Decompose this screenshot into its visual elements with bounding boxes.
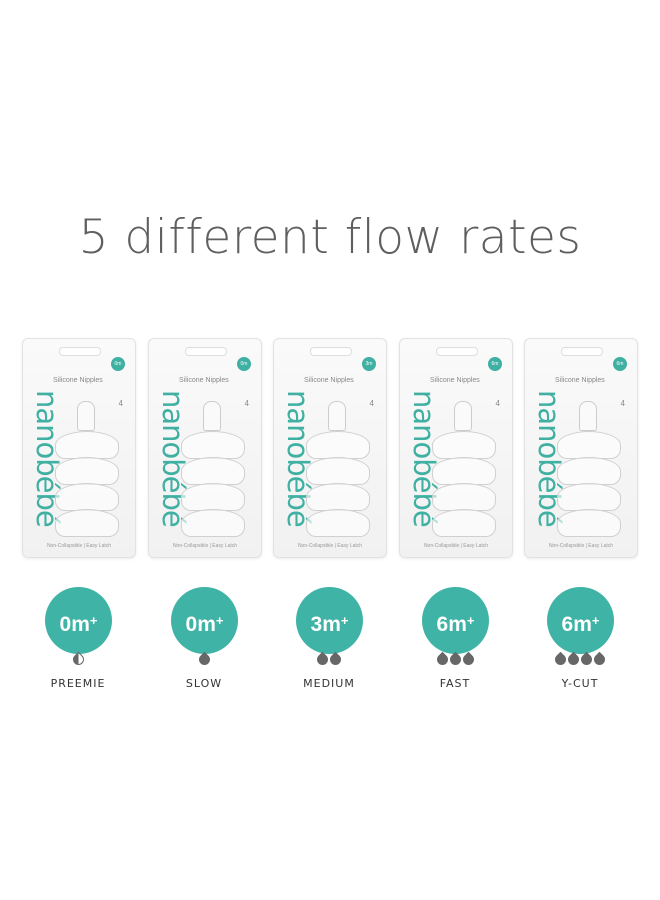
age-text: 6m (561, 613, 592, 636)
nipple-image (432, 431, 496, 459)
nipple-image (432, 457, 496, 485)
nipple-image (181, 509, 245, 537)
package-count: 4 (118, 399, 123, 408)
package-footer: Non-Collapsible | Easy Latch (297, 543, 363, 549)
hang-tab (436, 347, 478, 356)
nipple-image (306, 431, 370, 459)
flow-drops (144, 650, 264, 668)
drop-icon (196, 651, 212, 668)
flow-drops (520, 650, 640, 668)
nipple-image (55, 483, 119, 511)
product-package: nanobébé Silicone Nipples 0m 4 Non-Colla… (22, 338, 136, 558)
nipple-tip (77, 401, 95, 431)
package-count: 4 (369, 399, 374, 408)
flow-drops (18, 650, 138, 668)
age-text: 0m (185, 613, 216, 636)
nipple-image (306, 457, 370, 485)
package-age-badge: 6m (488, 357, 502, 371)
age-badge: 0m+ (171, 587, 238, 654)
product-package: nanobébé Silicone Nipples 0m 4 Non-Colla… (148, 338, 262, 558)
flow-label: Y-CUT (561, 677, 599, 690)
package-title: Silicone Nipples (53, 377, 103, 384)
drop-icon (565, 651, 582, 668)
age-badge: 3m+ (296, 587, 363, 654)
age-badge: 6m+ (422, 587, 489, 654)
package-count: 4 (244, 399, 249, 408)
nipple-image (181, 431, 245, 459)
product-package: nanobébé Silicone Nipples 6m 4 Non-Colla… (399, 338, 513, 558)
age-text: 3m (310, 613, 341, 636)
package-age-badge: 3m (362, 357, 376, 371)
nipple-image (55, 457, 119, 485)
nipple-tip (579, 401, 597, 431)
age-suffix: + (215, 613, 224, 628)
package-age-badge: 0m (111, 357, 125, 371)
drop-icon (460, 651, 476, 668)
flow-label: MEDIUM (303, 677, 355, 690)
hang-tab (185, 347, 227, 356)
nipple-tip (328, 401, 346, 431)
nipple-tip (454, 401, 472, 431)
drop-icon (434, 651, 450, 668)
drop-icon (447, 651, 463, 668)
nipple-image (181, 483, 245, 511)
flow-label: FAST (439, 677, 471, 690)
hang-tab (310, 347, 352, 356)
headline: 5 different flow rates (78, 210, 582, 265)
package-footer: Non-Collapsible | Easy Latch (172, 543, 238, 549)
nipple-image (557, 483, 621, 511)
nipple-image (55, 509, 119, 537)
age-suffix: + (89, 613, 98, 628)
drop-icon (552, 651, 569, 668)
package-title: Silicone Nipples (430, 377, 480, 384)
nipple-image (55, 431, 119, 459)
flow-drops (395, 650, 515, 668)
nipple-image (432, 509, 496, 537)
drop-icon (314, 651, 331, 668)
hang-tab (59, 347, 101, 356)
product-package: nanobébé Silicone Nipples 3m 4 Non-Colla… (273, 338, 387, 558)
package-footer: Non-Collapsible | Easy Latch (46, 543, 112, 549)
flow-label: PREEMIE (50, 677, 106, 690)
drop-icon (327, 651, 344, 668)
flow-label: SLOW (185, 677, 223, 690)
nipple-image (557, 509, 621, 537)
flow-drops (269, 650, 389, 668)
nipple-image (181, 457, 245, 485)
package-title: Silicone Nipples (179, 377, 229, 384)
package-age-badge: 0m (237, 357, 251, 371)
nipple-image (306, 483, 370, 511)
age-text: 6m (436, 613, 467, 636)
package-footer: Non-Collapsible | Easy Latch (548, 543, 614, 549)
hang-tab (561, 347, 603, 356)
nipple-image (432, 483, 496, 511)
age-badge: 6m+ (547, 587, 614, 654)
package-title: Silicone Nipples (304, 377, 354, 384)
package-footer: Non-Collapsible | Easy Latch (423, 543, 489, 549)
package-age-badge: 6m (613, 357, 627, 371)
nipple-tip (203, 401, 221, 431)
age-suffix: + (340, 613, 349, 628)
nipple-image (557, 457, 621, 485)
package-count: 4 (495, 399, 500, 408)
age-suffix: + (466, 613, 475, 628)
age-badge: 0m+ (45, 587, 112, 654)
nipple-image (557, 431, 621, 459)
drop-icon (591, 651, 608, 668)
package-count: 4 (620, 399, 625, 408)
age-suffix: + (591, 613, 600, 628)
nipple-image (306, 509, 370, 537)
age-text: 0m (59, 613, 90, 636)
package-title: Silicone Nipples (555, 377, 605, 384)
drop-icon (578, 651, 595, 668)
drop-icon (70, 651, 86, 668)
product-package: nanobébé Silicone Nipples 6m 4 Non-Colla… (524, 338, 638, 558)
